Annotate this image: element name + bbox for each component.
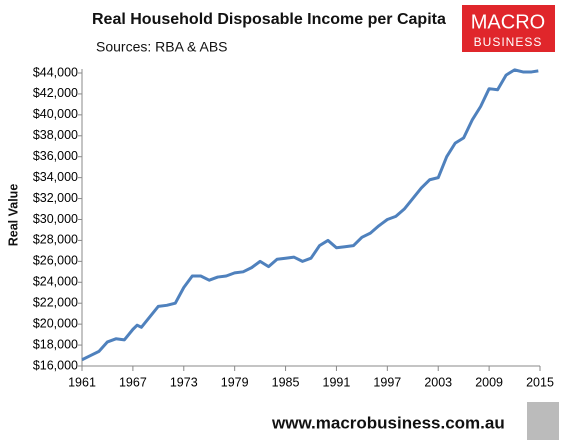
y-tick-label: $28,000 (33, 233, 78, 247)
x-tick-label: 1991 (323, 375, 351, 389)
line-series (81, 68, 539, 362)
y-tick-label: $40,000 (33, 107, 78, 121)
x-tick-label: 2003 (424, 375, 452, 389)
x-tick-label: 1961 (68, 375, 96, 389)
y-tick-label: $18,000 (33, 337, 78, 351)
y-tick-label: $24,000 (33, 275, 78, 289)
x-tick-label: 1973 (170, 375, 198, 389)
x-tick-label: 2015 (526, 375, 554, 389)
logo-box (462, 5, 555, 52)
chart-subtitle: Sources: RBA & ABS (96, 39, 228, 55)
y-tick-label: $32,000 (33, 191, 78, 205)
y-tick-label: $16,000 (33, 358, 78, 372)
y-tick-label: $34,000 (33, 170, 78, 184)
y-tick-label: $26,000 (33, 254, 78, 268)
x-tick-label: 1967 (119, 375, 147, 389)
y-tick-label: $44,000 (33, 65, 78, 79)
y-tick-label: $38,000 (33, 128, 78, 142)
x-tick-label: 2009 (475, 375, 503, 389)
logo-text: MACRO (471, 11, 545, 33)
y-tick-label: $20,000 (33, 316, 78, 330)
y-axis-label: Real Value (6, 184, 20, 247)
logo-text: BUSINESS (474, 35, 543, 49)
wolf-icon (527, 402, 559, 440)
y-tick-label: $22,000 (33, 296, 78, 310)
y-tick-label: $42,000 (33, 86, 78, 100)
y-tick-label: $30,000 (33, 212, 78, 226)
x-tick-label: 1979 (221, 375, 249, 389)
footer: www.macrobusiness.com.au (271, 413, 505, 432)
x-tick-label: 1997 (373, 375, 401, 389)
y-tick-label: $36,000 (33, 149, 78, 163)
x-tick-label: 1985 (272, 375, 300, 389)
chart-title: Real Household Disposable Income per Cap… (92, 11, 446, 28)
